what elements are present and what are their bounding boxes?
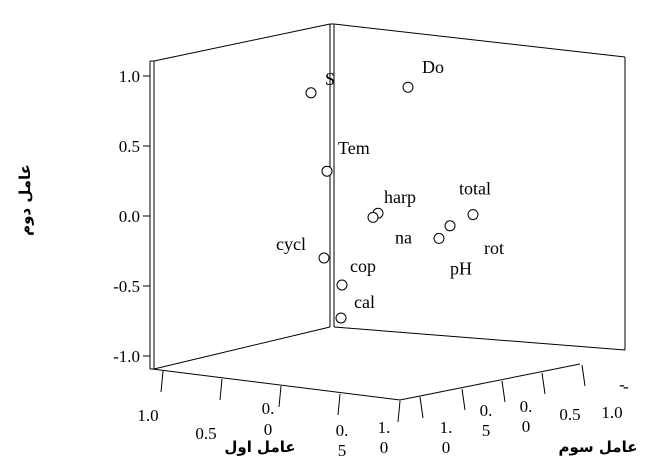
data-point-label-do: Do	[422, 57, 444, 77]
right-floor-axis-title: عامل سوم	[559, 438, 638, 456]
vertical-tick-label: 1.0	[119, 67, 140, 86]
data-point-do	[402, 81, 414, 93]
left-floor-tick-label: -	[623, 377, 629, 396]
data-point-label-cal: cal	[354, 292, 375, 312]
data-point-rot	[444, 220, 456, 232]
data-point-label-na: na	[395, 227, 412, 247]
data-point-label-tem: Tem	[338, 138, 370, 158]
left-floor-tick-label: 0.	[262, 399, 275, 418]
right-floor-tick-label: 0.	[480, 401, 493, 420]
left-floor-tick-mark	[219, 378, 223, 401]
vertical-tick-label: 0.5	[119, 137, 140, 156]
right-floor-tick-label: 1.0	[601, 403, 622, 422]
data-point-label-total: total	[459, 179, 491, 199]
data-point-s	[305, 87, 317, 99]
data-point-na	[367, 211, 379, 223]
left-floor-tick-sublabel: 5	[338, 441, 347, 460]
right-floor-tick-sublabel: 0	[442, 438, 451, 457]
vertical-tick-label: -0.5	[113, 277, 140, 296]
data-point-cop	[336, 279, 348, 291]
vertical-axis: 1.0 0.5 0.0 -0.5 -1.0	[113, 67, 150, 366]
data-point-label-cop: cop	[350, 256, 376, 276]
data-point-label-rot: rot	[484, 238, 504, 258]
left-floor-tick-label: 1.	[378, 418, 391, 437]
data-point-cal	[335, 312, 347, 324]
vertical-axis-title: عامل دوم	[16, 164, 34, 236]
right-floor-tick-mark	[501, 380, 506, 403]
left-floor-tick-mark	[160, 370, 164, 393]
right-floor-tick-label: 0.5	[559, 405, 580, 424]
right-floor-tick-sublabel: 0	[522, 417, 531, 436]
left-floor-tick-label: 0.	[336, 421, 349, 440]
left-floor-tick-mark	[337, 393, 341, 416]
data-point-label-harp: harp	[384, 187, 416, 207]
left-floor-tick-mark	[278, 385, 282, 408]
right-floor-tick-sublabel: 5	[482, 421, 491, 440]
data-point-label-ph: pH	[450, 258, 472, 278]
left-floor-tick-label: 0.5	[195, 424, 216, 443]
data-point-label-cycl: cycl	[276, 234, 306, 254]
right-floor-tick-mark	[581, 364, 586, 387]
data-point-cycl	[318, 252, 330, 264]
right-floor-tick-mark	[541, 372, 546, 395]
left-floor-tick-sublabel: 0	[380, 438, 389, 457]
left-floor-axis-title: عامل اول	[224, 438, 295, 456]
left-floor-tick-label: 1.0	[137, 406, 158, 425]
floor-axes: 1.00.50.0 0.51.01.00.50.00.5 1.0--	[137, 364, 629, 460]
left-floor-tick-sublabel: 0	[264, 420, 273, 439]
right-floor-tick-label: 0.	[520, 397, 533, 416]
plot-frame	[149, 23, 626, 401]
data-point-label-s: S	[325, 69, 335, 89]
right-floor-tick-label: 1.	[440, 418, 453, 437]
vertical-tick-label: 0.0	[119, 207, 140, 226]
left-floor-tick-mark	[397, 400, 401, 423]
right-floor-tick-mark	[461, 388, 466, 411]
vertical-tick-label: -1.0	[113, 347, 140, 366]
data-point-total	[467, 209, 479, 221]
data-point-tem	[321, 165, 333, 177]
data-point-ph	[433, 232, 445, 244]
right-floor-tick-topmark: -	[619, 375, 625, 394]
right-floor-tick-mark	[419, 396, 424, 419]
